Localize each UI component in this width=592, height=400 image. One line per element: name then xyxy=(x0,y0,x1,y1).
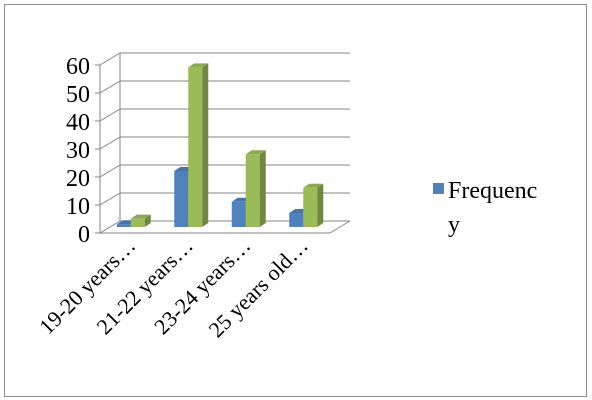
y-tick-label: 50 xyxy=(66,82,90,108)
legend-swatch xyxy=(433,183,444,194)
bar-front-face xyxy=(245,154,260,227)
axes xyxy=(95,64,351,234)
bar-front-face xyxy=(188,67,203,228)
gridline xyxy=(99,136,350,150)
bar-side-face xyxy=(144,214,151,227)
y-tick-label: 10 xyxy=(66,194,90,220)
bar-green xyxy=(188,63,209,228)
bar-side-face xyxy=(202,63,209,228)
bar-front-face xyxy=(130,218,145,227)
bar-top-face xyxy=(130,214,151,219)
y-tick-label: 40 xyxy=(66,110,90,136)
y-tick-label: 20 xyxy=(66,166,90,192)
x-tick-labels: 19-20 years…21-22 years…23-24 years…25 y… xyxy=(34,233,313,342)
gridline xyxy=(99,164,350,178)
legend-label: y xyxy=(448,212,460,238)
y-tick-label: 0 xyxy=(78,222,90,248)
chart-frame: 0 10 20 30 40 50 60 19-20 years… 21-22 years… 23… xyxy=(4,4,587,397)
bar-top-face xyxy=(303,183,324,188)
legend: Frequenc y xyxy=(433,178,537,238)
bar-green xyxy=(303,183,324,227)
bars xyxy=(116,63,324,228)
y-tick-label: 30 xyxy=(66,138,90,164)
bar-front-face xyxy=(174,171,189,227)
bar-top-face xyxy=(188,63,209,68)
gridline xyxy=(99,108,350,122)
bar-side-face xyxy=(259,150,266,227)
bar-front-face xyxy=(116,224,131,227)
gridline xyxy=(99,52,350,66)
legend-label: Frequenc xyxy=(448,178,537,204)
bar-front-face xyxy=(231,201,246,227)
gridlines xyxy=(99,52,350,234)
bar-front-face xyxy=(289,213,304,227)
bar-green xyxy=(130,214,151,227)
y-tick-label: 60 xyxy=(66,54,90,80)
bar-green xyxy=(245,150,266,227)
bar-top-face xyxy=(245,150,266,155)
floor-right-edge xyxy=(329,220,351,234)
bar-side-face xyxy=(317,183,324,227)
bar-front-face xyxy=(303,187,318,227)
gridline xyxy=(99,80,350,94)
